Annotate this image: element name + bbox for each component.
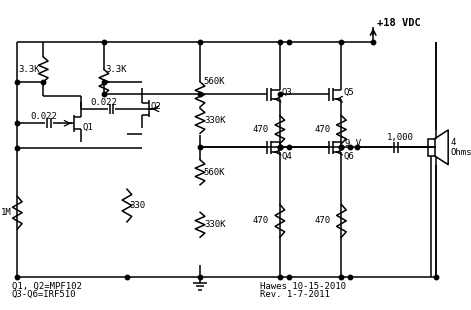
Text: Q2: Q2 — [151, 102, 162, 111]
Text: Q3-Q6=IRF510: Q3-Q6=IRF510 — [12, 290, 76, 299]
Text: Q4: Q4 — [282, 153, 292, 162]
Text: 4
Ohms: 4 Ohms — [450, 138, 471, 157]
Text: Q6: Q6 — [343, 153, 354, 162]
Text: 1M: 1M — [1, 208, 12, 217]
Text: 470: 470 — [253, 216, 269, 225]
Text: 3.3K: 3.3K — [18, 65, 40, 74]
Text: Q3: Q3 — [282, 88, 292, 97]
Text: +18 VDC: +18 VDC — [377, 18, 421, 28]
Text: 0.022: 0.022 — [90, 98, 117, 107]
Text: 330K: 330K — [204, 116, 226, 125]
Text: 470: 470 — [315, 125, 331, 134]
Text: Rev. 1-7-2011: Rev. 1-7-2011 — [260, 290, 330, 299]
Text: 0.022: 0.022 — [31, 112, 57, 121]
Text: 9 V: 9 V — [345, 139, 361, 148]
Text: 470: 470 — [253, 125, 269, 134]
Text: 330: 330 — [130, 201, 146, 210]
Text: 560K: 560K — [204, 78, 226, 86]
Text: Q5: Q5 — [343, 88, 354, 97]
Text: 560K: 560K — [204, 168, 226, 177]
Text: 3.3K: 3.3K — [106, 65, 127, 74]
Text: 330K: 330K — [204, 220, 226, 229]
Text: Q1, Q2=MPF102: Q1, Q2=MPF102 — [12, 282, 81, 291]
Text: 470: 470 — [315, 216, 331, 225]
Bar — [428, 139, 435, 156]
Text: 1,000: 1,000 — [387, 133, 414, 142]
Text: Hawes 10-15-2010: Hawes 10-15-2010 — [260, 282, 346, 291]
Text: Q1: Q1 — [83, 123, 93, 132]
